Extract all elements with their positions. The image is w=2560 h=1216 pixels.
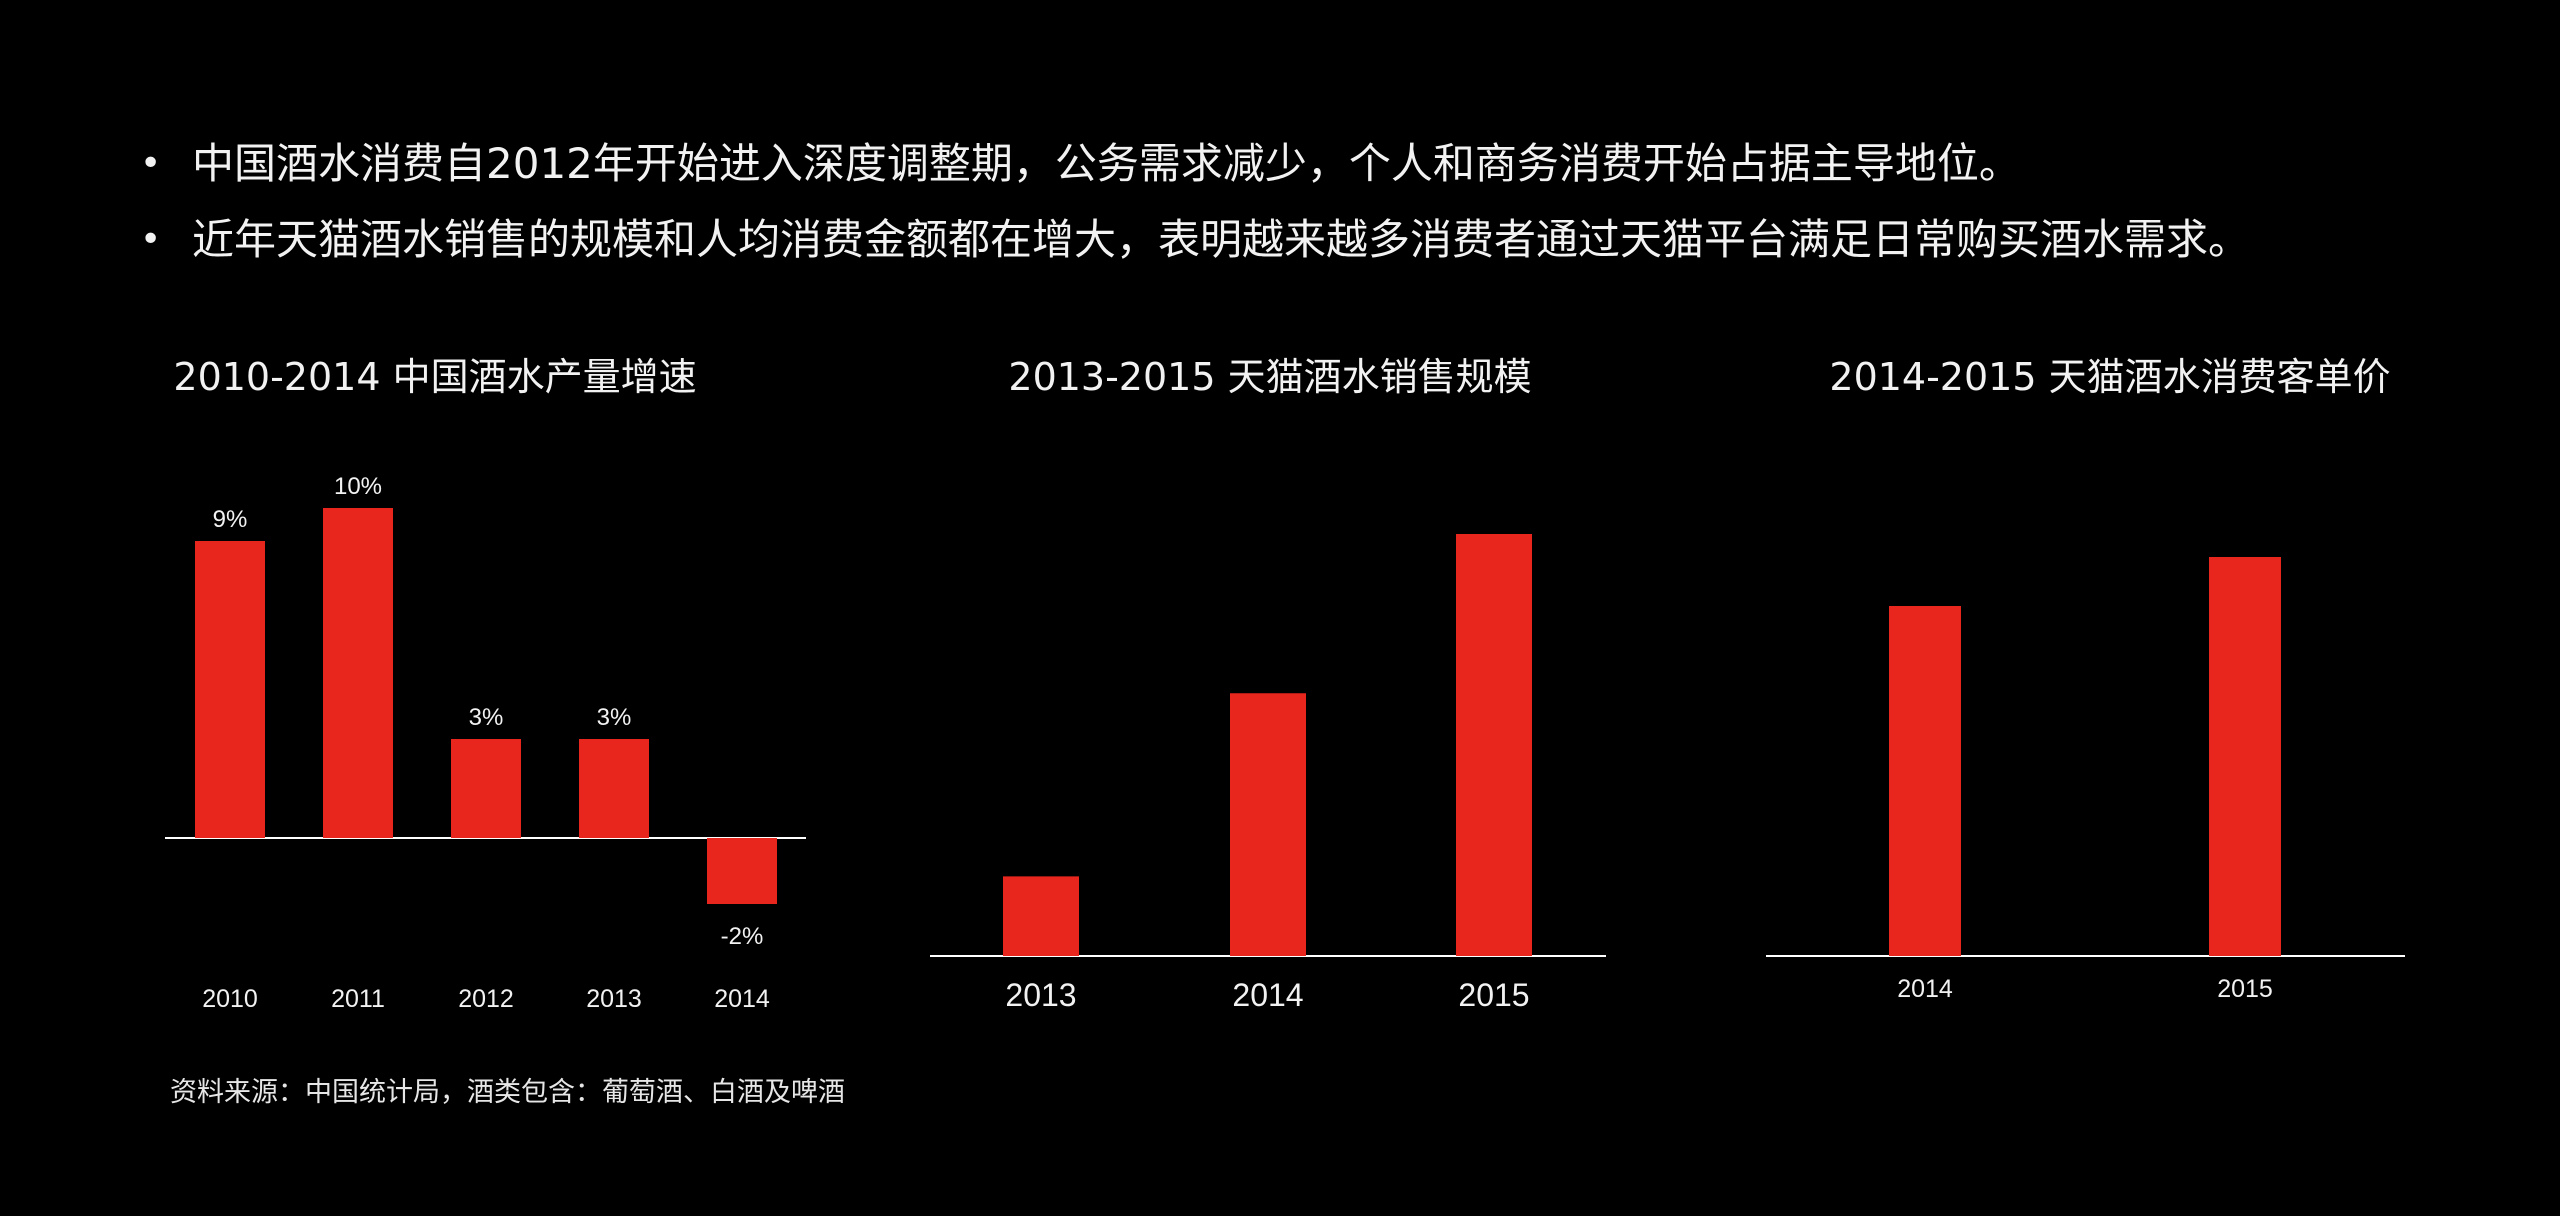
chart-1-bar-2014 (707, 838, 777, 904)
bullet-item: • 近年天猫酒水销售的规模和人均消费金额都在增大，表明越来越多消费者通过天猫平台… (130, 202, 2250, 278)
bullet-symbol: • (140, 143, 162, 184)
chart-1-category-label: 2012 (458, 985, 514, 1013)
chart-2-bar-2014 (1230, 693, 1306, 956)
bullet-symbol: • (140, 219, 162, 260)
bullet-item: • 中国酒水消费自2012年开始进入深度调整期，公务需求减少，个人和商务消费开始… (130, 126, 2250, 202)
chart-1-category-label: 2010 (202, 985, 258, 1013)
chart-1-data-label: 3% (469, 704, 504, 731)
chart-1-bar-2013 (579, 739, 649, 838)
chart-3-category-label: 2014 (1897, 975, 1953, 1003)
chart-1-data-label: 10% (334, 473, 382, 500)
chart-1-category-label: 2013 (586, 985, 642, 1013)
chart-1-category-label: 2011 (331, 985, 385, 1013)
bullet-list: • 中国酒水消费自2012年开始进入深度调整期，公务需求减少，个人和商务消费开始… (130, 126, 2250, 278)
chart-3-bar-2014 (1889, 606, 1961, 956)
bullet-text: 中国酒水消费自2012年开始进入深度调整期，公务需求减少，个人和商务消费开始占据… (192, 139, 2021, 188)
chart-1-data-label: 3% (597, 704, 632, 731)
chart-1-bar-2010 (195, 541, 265, 838)
source-note: 资料来源：中国统计局，酒类包含：葡萄酒、白酒及啤酒 (170, 1077, 845, 1108)
chart-1-category-label: 2014 (714, 985, 770, 1013)
chart-3-bar-2015 (2209, 557, 2281, 956)
chart-title-tmall-unit-price: 2014-2015 天猫酒水消费客单价 (1829, 355, 2391, 399)
chart-1-data-label: 9% (213, 506, 248, 533)
chart-title-production-growth: 2010-2014 中国酒水产量增速 (173, 355, 697, 399)
chart-2-bar-2015 (1456, 534, 1532, 956)
chart-3-category-label: 2015 (2217, 975, 2273, 1003)
chart-1-data-label: -2% (721, 923, 764, 950)
chart-2-bar-2013 (1003, 876, 1079, 956)
chart-2-category-label: 2014 (1232, 977, 1303, 1013)
chart-title-tmall-sales-scale: 2013-2015 天猫酒水销售规模 (1008, 355, 1532, 399)
chart-1-bar-2011 (323, 508, 393, 838)
bullet-text: 近年天猫酒水销售的规模和人均消费金额都在增大，表明越来越多消费者通过天猫平台满足… (192, 215, 2251, 264)
chart-2-category-label: 2015 (1458, 977, 1529, 1013)
chart-2-category-label: 2013 (1005, 977, 1076, 1013)
chart-1-bar-2012 (451, 739, 521, 838)
